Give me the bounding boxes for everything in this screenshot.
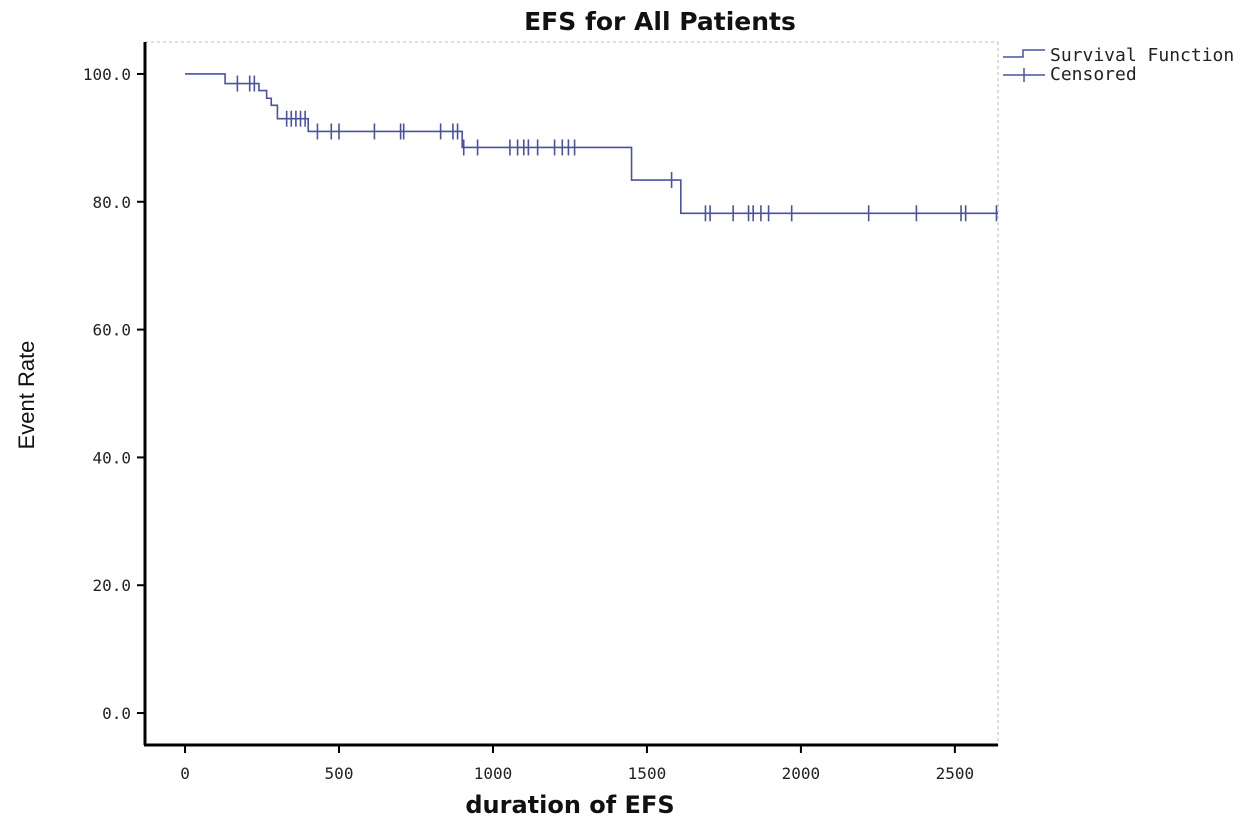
y-tick-label: 60.0 (92, 321, 131, 340)
axis-ticks: 0 500 1000 1500 2000 2500 0.0 20.0 40.0 60.0 80.0 1… (83, 65, 974, 783)
x-tick-label: 1500 (628, 764, 667, 783)
y-axis-label: Event Rate (14, 341, 39, 450)
x-tick-label: 1000 (474, 764, 513, 783)
survival-function-line (185, 73, 998, 215)
legend-swatch-survival (1003, 49, 1045, 58)
legend-label-censored: Censored (1050, 64, 1137, 85)
y-tick-label: 100.0 (83, 65, 131, 84)
x-tick-label: 2000 (782, 764, 821, 783)
legend: Survival Function Censored (1003, 45, 1234, 85)
x-axis-label: duration of EFS (465, 791, 674, 819)
chart-title: EFS for All Patients (524, 7, 796, 36)
y-tick-label: 0.0 (102, 704, 131, 723)
y-tick-label: 80.0 (92, 193, 131, 212)
x-tick-label: 500 (325, 764, 354, 783)
y-tick-label: 40.0 (92, 448, 131, 467)
x-tick-label: 0 (180, 764, 190, 783)
plot-series (185, 73, 998, 222)
y-tick-label: 20.0 (92, 576, 131, 595)
x-tick-label: 2500 (936, 764, 975, 783)
legend-label-survival: Survival Function (1050, 45, 1234, 66)
